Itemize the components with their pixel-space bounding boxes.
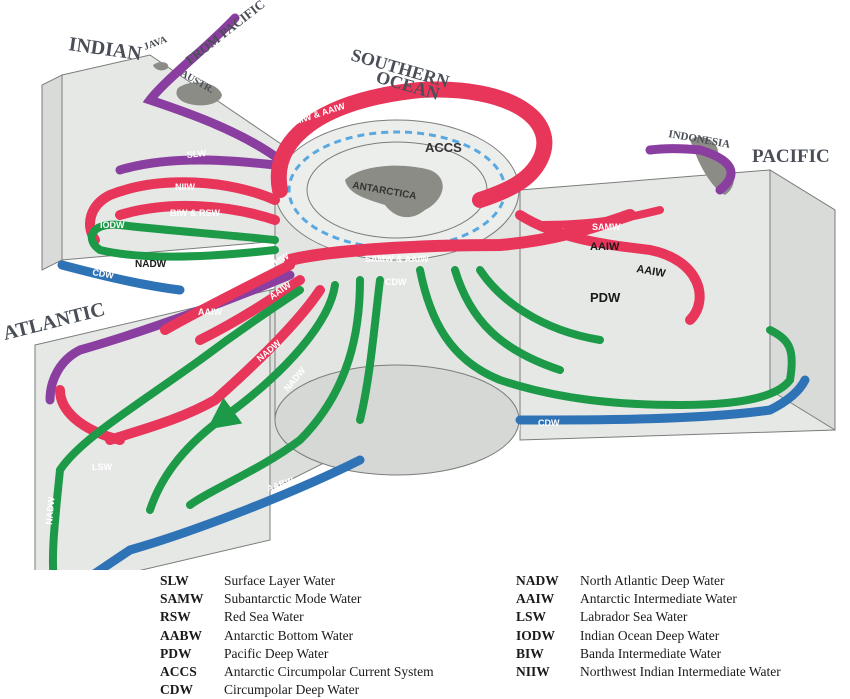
cdw-pacific-flow-label: CDW (538, 418, 560, 428)
cdw-indian-flow-label: CDW (92, 267, 115, 281)
from-pacific-label: FROM PACIFIC (183, 0, 268, 67)
legend-abbr: PDW (160, 645, 192, 661)
australia-landmass (176, 82, 222, 106)
legend-row: NADW North Atlantic Deep Water (516, 572, 781, 590)
legend-abbr: NADW (516, 573, 559, 589)
samw-pacific-flow-label: SAMW (592, 222, 621, 232)
samw-aaiw-mid-flow-label: SAMW & AAIW (365, 254, 429, 264)
pacific-label: PACIFIC (752, 146, 830, 167)
legend-abbr: NIIW (516, 664, 550, 680)
legend-description: Red Sea Water (224, 609, 304, 625)
legend-abbr: SLW (160, 573, 189, 589)
aaiw-left-2-flow-label: AAIW (198, 307, 222, 317)
legend-abbr: AABW (160, 627, 203, 643)
legend-row: NIIW Northwest Indian Intermediate Water (516, 663, 781, 681)
java-landmass (153, 62, 169, 71)
legend-abbr: RSW (160, 609, 191, 625)
legend-row: CDW Circumpolar Deep Water (160, 681, 434, 699)
accs-label: ACCS (425, 140, 462, 155)
nadw-atlantic-flow-label: NADW (44, 496, 56, 525)
legend-row: IODW Indian Ocean Deep Water (516, 627, 781, 645)
legend-abbr: IODW (516, 627, 556, 643)
legend-row: ACCS Antarctic Circumpolar Current System (160, 663, 434, 681)
legend-abbr: LSW (516, 609, 547, 625)
aaiw-pacific-2-flow-label: AAIW (635, 263, 667, 280)
legend-row: PDW Pacific Deep Water (160, 645, 434, 663)
legend-abbr: SAMW (160, 591, 204, 607)
legend-description: Northwest Indian Intermediate Water (580, 664, 781, 680)
niiw-flow-label: NIIW (175, 182, 196, 192)
lsw-flow-label: LSW (92, 462, 113, 472)
legend-row: RSW Red Sea Water (160, 608, 434, 626)
legend-left-column: SLW Surface Layer Water SAMW Subantarctic M… (160, 572, 434, 699)
ocean-circulation-diagram: INDIAN SOUTHERN OCEAN PACIFIC ATLANTIC J… (1, 0, 836, 570)
antarctica-landmass (345, 165, 443, 218)
legend-description: Antarctic Bottom Water (224, 627, 354, 643)
slw-flow-label: SLW (186, 148, 207, 160)
indian-label: INDIAN (67, 33, 143, 65)
nadw-indian-flow-label: NADW (135, 259, 167, 270)
legend-abbr: AAIW (516, 591, 555, 607)
intermediate-flows (55, 81, 705, 445)
legend-abbr: ACCS (160, 664, 197, 680)
legend-description: Subantarctic Mode Water (224, 591, 362, 607)
legend-abbr: BIW (516, 645, 544, 661)
legend-description: Pacific Deep Water (224, 645, 329, 661)
legend-row: AAIW Antarctic Intermediate Water (516, 590, 781, 608)
legend-abbr: CDW (160, 682, 193, 698)
pdw-flow-label: PDW (590, 290, 621, 305)
legend-right-column: NADW North Atlantic Deep Water AAIW Antarct… (516, 572, 781, 681)
legend-description: Banda Intermediate Water (580, 645, 722, 661)
java-label: JAVA (142, 34, 169, 53)
legend-row: BIW Banda Intermediate Water (516, 645, 781, 663)
legend-row: SAMW Subantarctic Mode Water (160, 590, 434, 608)
legend-description: North Atlantic Deep Water (580, 573, 725, 589)
aaiw-pacific-1-flow-label: AAIW (590, 241, 620, 253)
legend-description: Surface Layer Water (224, 573, 336, 589)
legend-row: SLW Surface Layer Water (160, 572, 434, 590)
iodw-flow-label: IODW (100, 220, 125, 230)
legend-description: Circumpolar Deep Water (224, 682, 360, 698)
cdw-center-flow-label: CDW (385, 277, 407, 287)
biw-rsw-flow-label: BIW & RSW (170, 208, 220, 218)
legend-row: AABW Antarctic Bottom Water (160, 627, 434, 645)
legend-description: Labrador Sea Water (580, 609, 688, 625)
legend-row: LSW Labrador Sea Water (516, 608, 781, 626)
legend-description: Indian Ocean Deep Water (580, 627, 720, 643)
pacific-ocean-basin (519, 169, 836, 441)
bottom-water-flows (57, 260, 810, 570)
legend-description: Antarctic Intermediate Water (580, 591, 737, 607)
legend-description: Antarctic Circumpolar Current System (224, 664, 434, 680)
deep-water-flows (48, 220, 796, 570)
